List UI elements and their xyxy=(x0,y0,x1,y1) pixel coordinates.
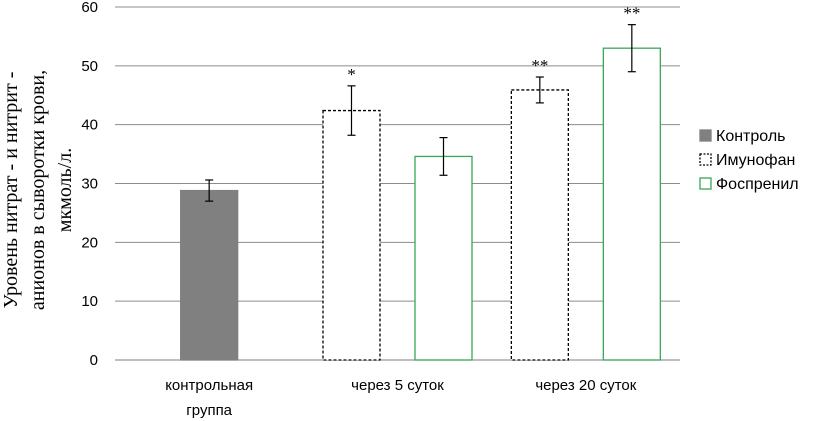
significance-marker-Фоспренил-2: ** xyxy=(623,4,640,23)
y-tick-label-20: 20 xyxy=(81,234,98,251)
bar-Имунофан-1 xyxy=(322,109,381,361)
y-tick-label-30: 30 xyxy=(81,176,98,193)
legend-swatch-Имунофан xyxy=(699,153,712,166)
legend-label-Имунофан: Имунофан xyxy=(716,152,795,169)
significance-marker-Имунофан-2: ** xyxy=(531,56,548,75)
error-bars xyxy=(205,24,636,202)
legend: Контроль Имунофан Фоспренил xyxy=(699,128,799,193)
y-tick-label-0: 0 xyxy=(90,352,98,369)
category-label-1-0: через 5 суток xyxy=(351,377,444,394)
bar-Имунофан-2 xyxy=(510,89,569,361)
legend-label-Фоспренил: Фоспренил xyxy=(716,176,799,193)
category-label-0-1: группа xyxy=(186,402,232,419)
legend-label-Контроль: Контроль xyxy=(716,128,786,145)
legend-swatch-Контроль xyxy=(699,129,712,142)
y-tick-label-50: 50 xyxy=(81,58,98,75)
y-axis-label-line-1: анионов в сыворотки крови, xyxy=(27,70,49,310)
y-tick-label-40: 40 xyxy=(81,117,98,134)
category-labels: контрольная группа через 5 суток через 20 с… xyxy=(165,377,637,419)
y-tick-labels: 0 10 20 30 40 50 60 xyxy=(81,0,98,369)
y-axis-label-line-0: Уровень нитрат - и нитрит - xyxy=(0,72,22,309)
legend-swatch-Фоспренил xyxy=(699,177,712,190)
bars xyxy=(180,47,661,361)
category-label-2-0: через 20 суток xyxy=(535,377,636,394)
bar-Фоспренил-1 xyxy=(414,155,473,361)
y-axis-label-line-2: мкмоль/л. xyxy=(54,148,76,232)
y-tick-label-10: 10 xyxy=(81,293,98,310)
category-label-0-0: контрольная xyxy=(165,377,253,394)
significance-markers: * **** xyxy=(347,4,640,84)
bar-Контроль-0 xyxy=(180,189,239,361)
significance-marker-Имунофан-1: * xyxy=(347,65,356,84)
bar-Фоспренил-2 xyxy=(602,47,661,361)
y-axis-label: Уровень нитрат - и нитрит - анионов в сыв… xyxy=(0,70,76,310)
y-tick-label-60: 60 xyxy=(81,0,98,16)
